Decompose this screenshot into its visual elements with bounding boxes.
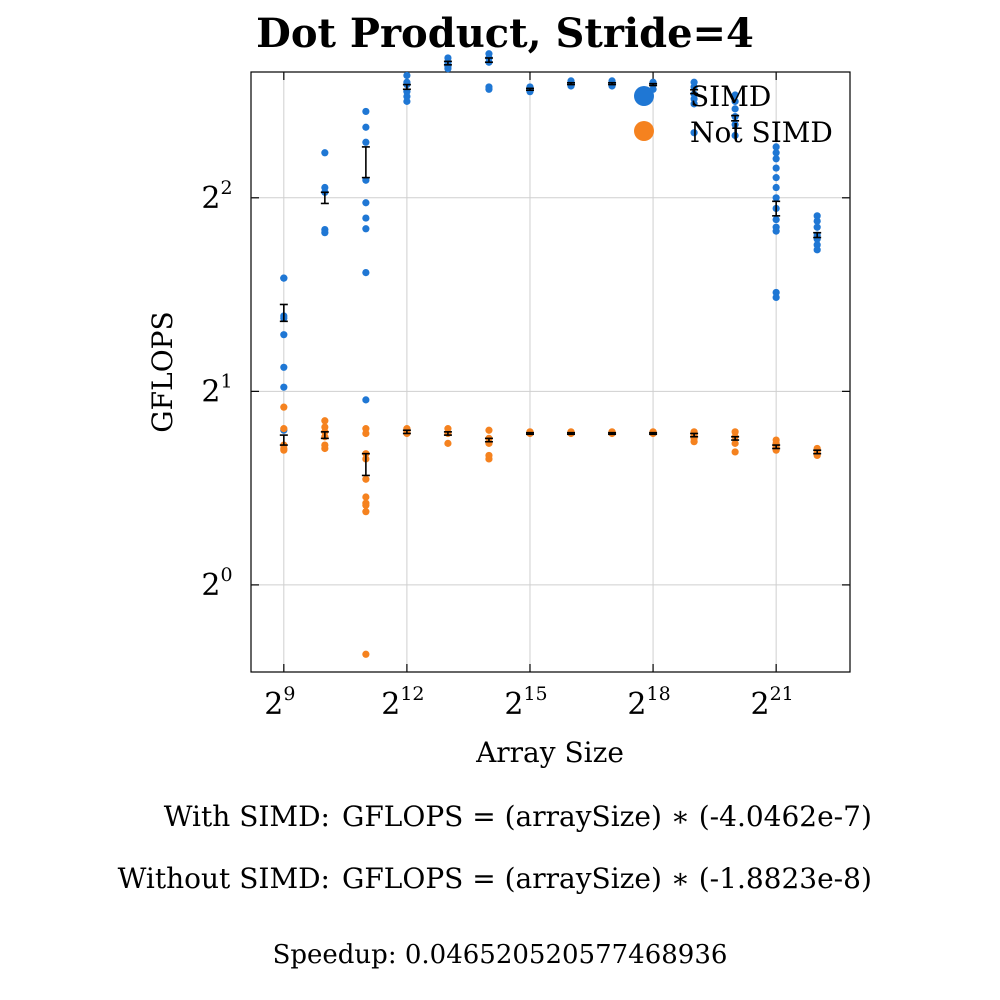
not-simd-point (731, 439, 739, 447)
simd-point (362, 123, 370, 131)
simd-point (321, 229, 329, 237)
simd-point (321, 149, 329, 157)
legend: SIMD Not SIMD (634, 80, 833, 149)
x-tick-label: 212 (381, 683, 424, 722)
not-simd-point (280, 425, 288, 433)
simd-point (690, 100, 698, 108)
simd-point (444, 65, 452, 73)
simd-point (772, 293, 780, 302)
simd-point (772, 227, 780, 235)
x-tick-exponent: 18 (647, 683, 671, 705)
legend-marker-simd (634, 86, 654, 106)
not-simd-point (362, 501, 370, 509)
simd-point (690, 129, 698, 137)
simd-point (813, 241, 821, 249)
simd-point (362, 214, 370, 222)
simd-point (690, 95, 698, 103)
not-simd-point (362, 493, 370, 501)
not-simd-point (321, 444, 329, 453)
simd-point (731, 120, 739, 129)
not-simd-point (444, 439, 452, 447)
simd-point (362, 107, 370, 116)
y-tick-exponent: 0 (221, 564, 233, 586)
simd-point (731, 105, 739, 113)
simd-point (772, 194, 780, 202)
simd-point (485, 85, 493, 93)
x-tick-label: 218 (627, 683, 670, 722)
not-simd-point (362, 650, 370, 658)
formula-no-simd-eq-row: GFLOPS = (arraySize) ∗ (-1.8823e-8) (0, 862, 1000, 902)
simd-point (403, 97, 411, 105)
simd-point (772, 149, 780, 157)
not-simd-point (362, 429, 370, 438)
legend-label-not-simd: Not SIMD (690, 116, 833, 149)
plot-frame (250, 71, 851, 673)
not-simd-point (362, 475, 370, 483)
speedup-text: Speedup: 0.04652052057746893​6 (272, 940, 728, 970)
x-tick-exponent: 21 (770, 683, 794, 705)
simd-point (690, 83, 698, 91)
formula-no-simd-label: Without SIMD: (117, 862, 330, 895)
not-simd-point (321, 417, 329, 425)
simd-point (813, 223, 821, 231)
not-simd-point (362, 508, 370, 516)
legend-label-simd: SIMD (690, 80, 771, 113)
not-simd-point (731, 448, 739, 456)
simd-point (731, 131, 739, 140)
simd-point (362, 269, 370, 277)
simd-point (772, 215, 780, 224)
y-tick-label: 21 (201, 370, 232, 409)
simd-point (813, 217, 821, 225)
simd-point (280, 383, 288, 391)
simd-point (362, 396, 370, 404)
simd-point (403, 71, 411, 80)
x-tick-exponent: 9 (283, 683, 295, 705)
simd-point (362, 138, 370, 146)
formula-simd-eq-row: GFLOPS = (arraySize) ∗ (-4.0462e-7) (0, 800, 1000, 840)
y-tick-label: 22 (201, 177, 232, 216)
error-bars (279, 57, 822, 477)
y-axis-label: GFLOPS (146, 311, 179, 432)
simd-point (362, 225, 370, 233)
x-tick-label: 29 (264, 683, 295, 722)
simd-point (772, 288, 780, 297)
y-tick-label: 20 (201, 564, 232, 603)
formula-no-simd: Without SIMD: (0, 862, 330, 902)
simd-point (772, 155, 780, 163)
y-tick-exponent: 2 (221, 177, 233, 199)
y-tick-exponent: 1 (221, 370, 233, 392)
simd-point (772, 183, 780, 192)
formula-no-simd-equation: GFLOPS = (arraySize) ∗ (-1.8823e-8) (342, 862, 872, 895)
x-axis-label: Array Size (475, 736, 624, 769)
not-simd-point (485, 426, 493, 434)
legend-marker-not-simd (634, 121, 654, 141)
formula-simd-equation: GFLOPS = (arraySize) ∗ (-4.0462e-7) (342, 800, 872, 833)
grid-lines (251, 72, 850, 672)
simd-point (731, 97, 739, 105)
x-tick-label: 215 (504, 683, 547, 722)
simd-point (362, 176, 370, 184)
simd-point (280, 363, 288, 371)
not-simd-point (690, 438, 698, 446)
simd-point (362, 199, 370, 207)
simd-point (280, 331, 288, 339)
x-tick-exponent: 12 (400, 683, 424, 705)
x-tick-label: 221 (751, 683, 794, 722)
simd-point (772, 164, 780, 172)
simd-point (731, 91, 739, 99)
simd-point (772, 143, 780, 151)
formula-simd: With SIMD: (0, 800, 330, 840)
simd-point (772, 174, 780, 182)
simd-point (280, 274, 288, 282)
chart-title: Dot Product, Stride=4 (256, 10, 754, 57)
x-tick-exponent: 15 (523, 683, 547, 705)
simd-point (813, 212, 821, 220)
not-simd-point (280, 446, 288, 454)
not-simd-point (485, 455, 493, 463)
not-simd-point (280, 403, 288, 411)
formula-simd-label: With SIMD: (163, 800, 330, 833)
simd-point (813, 246, 821, 254)
